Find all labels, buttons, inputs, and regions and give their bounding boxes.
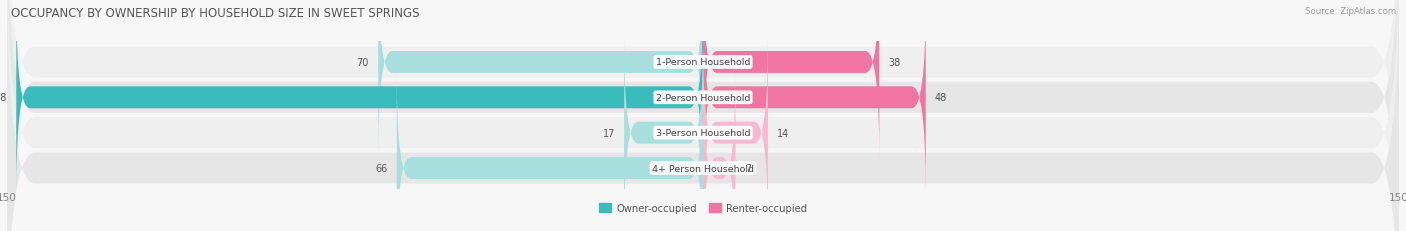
Text: 3-Person Household: 3-Person Household <box>655 129 751 138</box>
Legend: Owner-occupied, Renter-occupied: Owner-occupied, Renter-occupied <box>595 199 811 217</box>
Text: 4+ Person Household: 4+ Person Household <box>652 164 754 173</box>
FancyBboxPatch shape <box>7 0 1399 231</box>
Text: Source: ZipAtlas.com: Source: ZipAtlas.com <box>1305 7 1396 16</box>
FancyBboxPatch shape <box>703 0 879 157</box>
FancyBboxPatch shape <box>703 38 768 228</box>
Text: 17: 17 <box>602 128 614 138</box>
FancyBboxPatch shape <box>7 0 1399 231</box>
Text: 38: 38 <box>889 58 901 68</box>
Text: 2-Person Household: 2-Person Household <box>655 93 751 102</box>
Text: OCCUPANCY BY OWNERSHIP BY HOUSEHOLD SIZE IN SWEET SPRINGS: OCCUPANCY BY OWNERSHIP BY HOUSEHOLD SIZE… <box>11 7 420 20</box>
Text: 48: 48 <box>935 93 948 103</box>
Text: 7: 7 <box>745 163 751 173</box>
FancyBboxPatch shape <box>703 74 735 231</box>
Text: 1-Person Household: 1-Person Household <box>655 58 751 67</box>
Text: 66: 66 <box>375 163 388 173</box>
Text: 70: 70 <box>357 58 368 68</box>
FancyBboxPatch shape <box>378 0 703 157</box>
FancyBboxPatch shape <box>7 0 1399 231</box>
FancyBboxPatch shape <box>17 3 703 193</box>
Text: 14: 14 <box>778 128 790 138</box>
FancyBboxPatch shape <box>624 38 703 228</box>
Text: 148: 148 <box>0 93 7 103</box>
FancyBboxPatch shape <box>396 74 703 231</box>
FancyBboxPatch shape <box>703 3 925 193</box>
FancyBboxPatch shape <box>7 0 1399 231</box>
